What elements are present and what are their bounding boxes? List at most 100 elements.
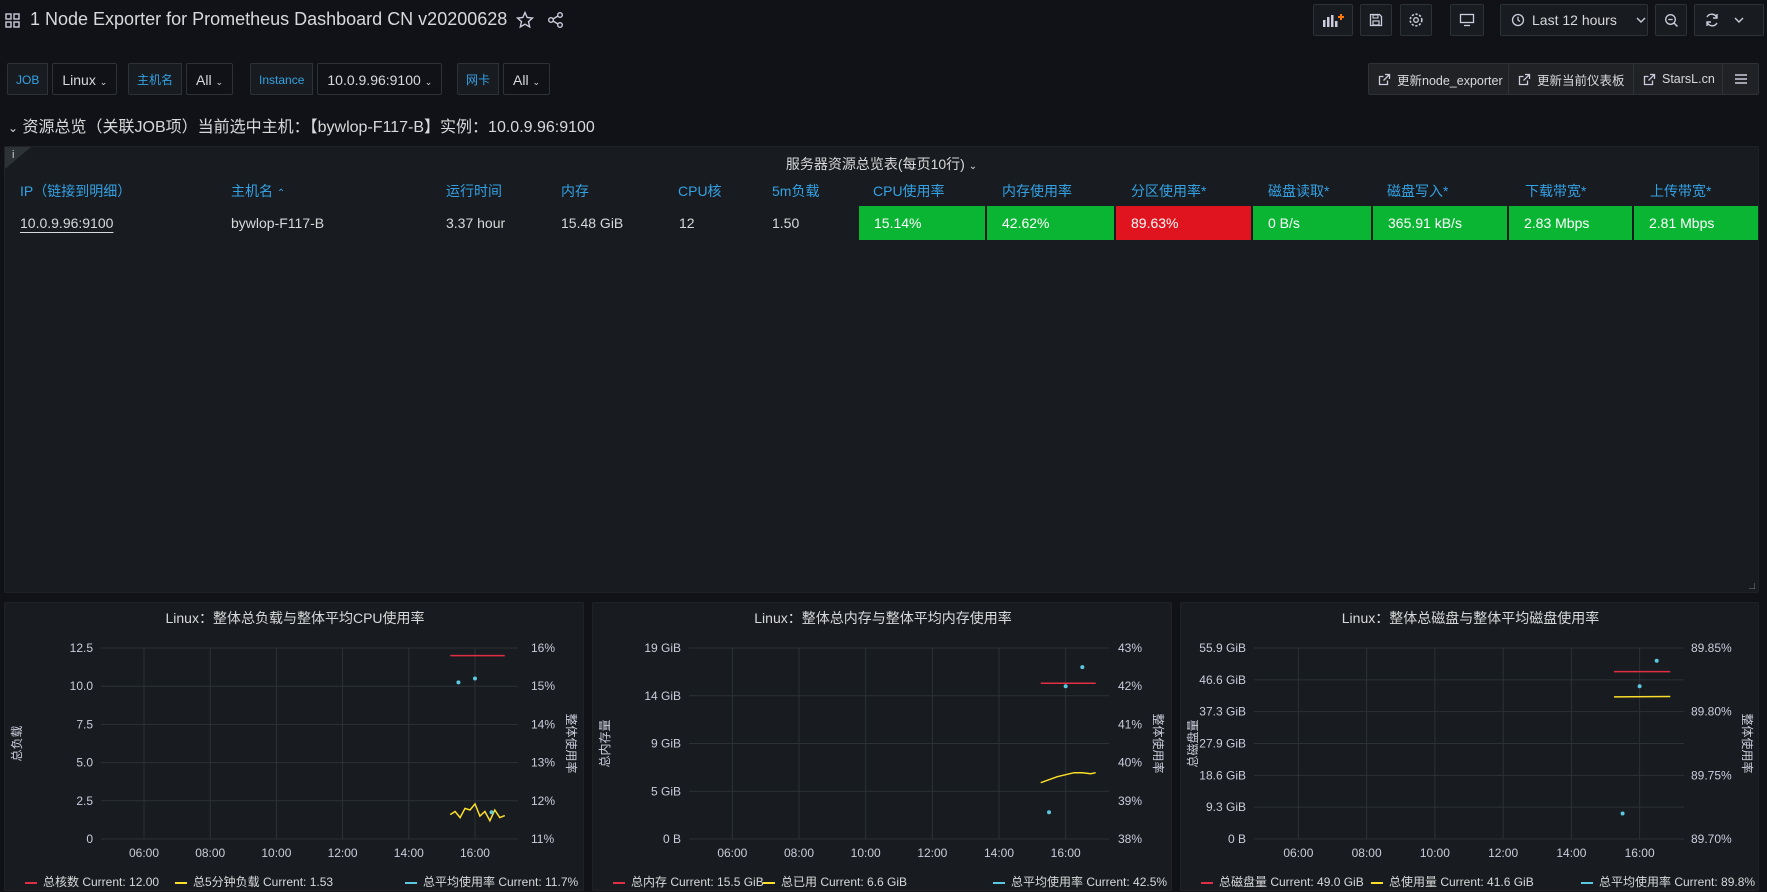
series-point[interactable]	[1080, 665, 1084, 669]
series-point[interactable]	[1064, 684, 1068, 688]
col-header-cpu-cores[interactable]: CPU核	[678, 181, 722, 201]
legend-item[interactable]: 总核数 Current: 12.00	[25, 873, 159, 890]
y-tick-label: 37.3 GiB	[1199, 705, 1246, 719]
legend-item[interactable]: 总内存 Current: 15.5 GiB	[613, 873, 764, 890]
series-line[interactable]	[450, 804, 505, 821]
variable-select-nic[interactable]: All ⌄	[503, 63, 550, 95]
variable-select-job[interactable]: Linux ⌄	[52, 63, 117, 95]
chevron-down-icon: ⌄	[8, 121, 18, 135]
variable-job: JOB Linux ⌄	[7, 63, 117, 95]
col-header-ip[interactable]: IP（链接到明细）	[20, 181, 131, 201]
legend-swatch	[405, 882, 417, 884]
time-picker-button[interactable]: Last 12 hours	[1500, 4, 1648, 36]
legend-current: Current: 11.7%	[498, 875, 578, 889]
chevron-down-icon[interactable]	[1734, 17, 1744, 23]
x-tick-label: 16:00	[1625, 846, 1655, 860]
panel-title[interactable]: 服务器资源总览表(每页10行) ⌄	[5, 154, 1758, 174]
col-header-disk-read[interactable]: 磁盘读取*	[1268, 181, 1329, 201]
series-point[interactable]	[1621, 812, 1625, 816]
col-header-text: 主机名	[231, 183, 273, 199]
refresh-icon	[1704, 12, 1720, 28]
legend-name: 总核数	[43, 875, 82, 889]
legend-item[interactable]: 总使用量 Current: 41.6 GiB	[1371, 873, 1534, 890]
y2-axis-label: 整体使用率	[1740, 713, 1755, 773]
legend-swatch	[613, 882, 625, 884]
legend-item[interactable]: 总平均使用率 Current: 42.5%	[993, 873, 1167, 890]
col-header-cpu-usage[interactable]: CPU使用率	[873, 181, 945, 201]
external-link-icon	[1643, 73, 1656, 86]
legend-item[interactable]: 总5分钟负载 Current: 1.53	[175, 873, 333, 890]
add-panel-button[interactable]	[1313, 4, 1353, 36]
y2-tick-label: 42%	[1118, 679, 1142, 693]
cell-uptime: 3.37 hour	[446, 206, 505, 240]
variable-select-hostname[interactable]: All ⌄	[186, 63, 233, 95]
legend-item[interactable]: 总平均使用率 Current: 11.7%	[405, 873, 578, 890]
star-icon[interactable]	[516, 11, 534, 29]
series-point[interactable]	[473, 677, 477, 681]
legend-current: Current: 15.5 GiB	[670, 875, 763, 889]
series-point[interactable]	[1655, 659, 1659, 663]
variable-select-instance[interactable]: 10.0.9.96:9100 ⌄	[317, 63, 442, 95]
series-line[interactable]	[1041, 773, 1096, 783]
col-header-hostname[interactable]: 主机名 ⌃	[231, 181, 285, 201]
chevron-down-icon: ⌄	[969, 161, 977, 172]
chart-svg[interactable]: Linux：整体总负载与整体平均CPU使用率12.510.07.55.02.50…	[5, 603, 585, 892]
col-header-load[interactable]: 5m负载	[772, 181, 819, 201]
legend-swatch	[763, 882, 775, 884]
col-header-memory[interactable]: 内存	[561, 181, 589, 201]
zoom-out-button[interactable]	[1655, 4, 1687, 36]
share-icon[interactable]	[547, 11, 565, 29]
dashboard-title[interactable]: 1 Node Exporter for Prometheus Dashboard…	[30, 9, 507, 30]
legend-item[interactable]: 总磁盘量 Current: 49.0 GiB	[1201, 873, 1364, 890]
legend-current: Current: 89.8%	[1674, 875, 1755, 889]
col-header-upload[interactable]: 上传带宽*	[1650, 181, 1711, 201]
link-starsl[interactable]: StarsL.cn	[1633, 63, 1725, 95]
link-update-node-exporter[interactable]: 更新node_exporter	[1368, 63, 1513, 95]
chevron-down-icon	[1636, 17, 1646, 23]
col-header-mem-usage[interactable]: 内存使用率	[1002, 181, 1072, 201]
y2-tick-label: 89.80%	[1691, 705, 1732, 719]
col-header-download[interactable]: 下载带宽*	[1525, 181, 1586, 201]
chart-title[interactable]: Linux：整体总负载与整体平均CPU使用率	[165, 610, 424, 626]
dashboards-grid-icon[interactable]	[5, 13, 20, 28]
legend-current: Current: 49.0 GiB	[1270, 875, 1363, 889]
cell-upload: 2.81 Mbps	[1634, 206, 1758, 240]
series-point[interactable]	[456, 680, 460, 684]
row-header[interactable]: ⌄ 资源总览（关联JOB项）当前选中主机：【bywlop-F117-B】实例：1…	[8, 113, 595, 137]
series-point[interactable]	[1047, 810, 1051, 814]
menu-button[interactable]	[1722, 63, 1759, 95]
series-point[interactable]	[490, 810, 494, 814]
legend-name: 总磁盘量	[1219, 875, 1270, 889]
col-header-partition-usage[interactable]: 分区使用率*	[1131, 181, 1206, 201]
series-point[interactable]	[1638, 684, 1642, 688]
refresh-button[interactable]	[1694, 4, 1764, 36]
y-tick-label: 9.3 GiB	[1206, 800, 1246, 814]
y-tick-label: 0 B	[663, 832, 681, 846]
legend-item[interactable]: 总已用 Current: 6.6 GiB	[763, 873, 907, 890]
legend-name: 总内存	[631, 875, 670, 889]
col-header-uptime[interactable]: 运行时间	[446, 181, 502, 201]
legend-item[interactable]: 总平均使用率 Current: 89.8%	[1581, 873, 1755, 890]
y2-tick-label: 40%	[1118, 756, 1142, 770]
settings-button[interactable]	[1400, 4, 1432, 36]
legend-name: 总5分钟负载	[193, 875, 263, 889]
save-dashboard-button[interactable]	[1360, 4, 1392, 36]
y-axis-label: 总负载	[10, 725, 24, 761]
chart-title[interactable]: Linux：整体总内存与整体平均内存使用率	[754, 610, 1011, 626]
legend-current: Current: 12.00	[82, 875, 159, 889]
col-header-disk-write[interactable]: 磁盘写入*	[1387, 181, 1448, 201]
tv-mode-button[interactable]	[1450, 4, 1484, 36]
chart-title[interactable]: Linux：整体总磁盘与整体平均磁盘使用率	[1342, 610, 1599, 626]
link-update-dashboard[interactable]: 更新当前仪表板	[1508, 63, 1635, 95]
add-panel-icon	[1322, 12, 1344, 28]
monitor-icon	[1459, 13, 1475, 27]
resize-handle-icon[interactable]	[1749, 583, 1755, 589]
variable-label: 主机名	[128, 63, 182, 95]
chevron-down-icon: ⌄	[100, 77, 108, 87]
legend-current: Current: 6.6 GiB	[820, 875, 907, 889]
row-title: 资源总览（关联JOB项）当前选中主机：【bywlop-F117-B】实例：10.…	[23, 119, 595, 136]
ip-link[interactable]: 10.0.9.96:9100	[20, 215, 113, 231]
